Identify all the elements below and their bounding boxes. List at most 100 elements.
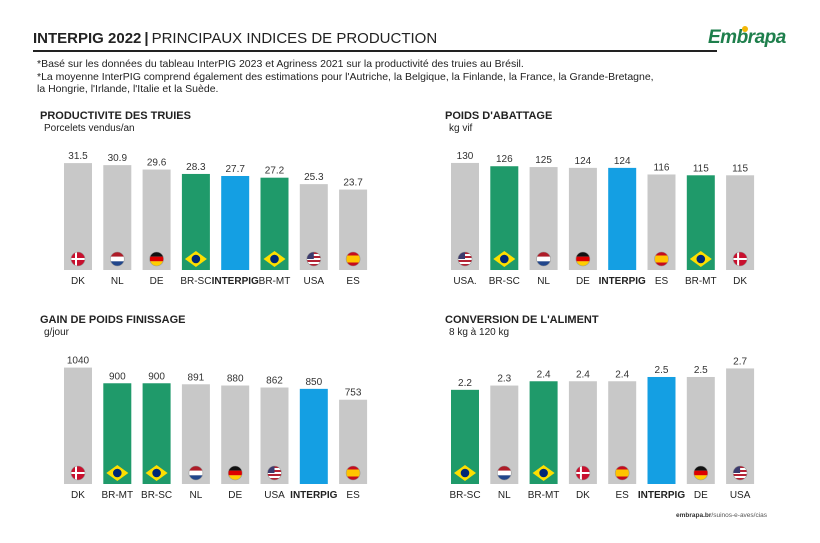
bar-group: 124 DE xyxy=(568,156,597,287)
bar-group: 31.5 DK xyxy=(64,151,92,287)
bar-group: 1040 DK xyxy=(64,356,92,501)
embrapa-logo: Embrapa xyxy=(708,27,786,48)
bar-group: 25.3 USA xyxy=(299,172,328,287)
brazil-flag-icon xyxy=(532,465,555,481)
bar-group: 27.7 INTERPIG xyxy=(212,164,259,287)
category-label: NL xyxy=(498,490,511,501)
value-label: 2.5 xyxy=(694,365,708,376)
value-label: 2.4 xyxy=(576,369,590,380)
value-label: 30.9 xyxy=(108,153,128,164)
bar-chart-svg: 1040 DK 900 BR-MT 900 BR-SC 891 NL 880 DE 862 USA 85… xyxy=(64,356,368,501)
value-label: 23.7 xyxy=(343,178,363,189)
nl-flag-icon xyxy=(109,251,125,267)
brazil-flag-icon xyxy=(263,251,286,267)
bar-group: 27.2 BR-MT xyxy=(259,166,291,287)
bar-group: 900 BR-SC xyxy=(141,371,172,501)
value-label: 2.7 xyxy=(733,356,747,367)
chart-title: POIDS D'ABATTAGE xyxy=(445,110,553,122)
value-label: 25.3 xyxy=(304,172,324,183)
category-label: NL xyxy=(190,490,203,501)
value-label: 891 xyxy=(188,372,205,383)
value-label: 850 xyxy=(305,377,322,388)
category-label: INTERPIG xyxy=(212,276,259,287)
chart-title: GAIN DE POIDS FINISSAGE xyxy=(40,314,186,326)
note-line: la Hongrie, l'Irlande, l'Italie et la Su… xyxy=(37,83,219,95)
bar-group: 2.5 INTERPIG xyxy=(638,365,685,501)
category-label: BR-MT xyxy=(101,490,133,501)
value-label: 862 xyxy=(266,376,283,387)
chart-title: CONVERSION DE L'ALIMENT xyxy=(445,314,599,326)
us-flag-icon xyxy=(457,251,473,267)
value-label: 1040 xyxy=(67,356,90,367)
category-label: DK xyxy=(71,276,85,287)
bar-group: 124 INTERPIG xyxy=(599,156,646,287)
value-label: 2.5 xyxy=(655,365,669,376)
bar-group: 115 BR-MT xyxy=(685,163,717,287)
value-label: 29.6 xyxy=(147,158,167,169)
category-label: BR-SC xyxy=(141,490,172,501)
category-label: BR-SC xyxy=(449,490,480,501)
chart-subtitle: kg vif xyxy=(449,123,473,134)
value-label: 115 xyxy=(732,163,748,174)
value-label: 130 xyxy=(457,151,474,162)
brazil-flag-icon xyxy=(106,465,129,481)
title-main: INTERPIG 2022 xyxy=(33,30,142,47)
category-label: BR-SC xyxy=(489,276,520,287)
value-label: 900 xyxy=(109,371,126,382)
dk-flag-icon xyxy=(70,465,86,481)
bar-group: 850 INTERPIG xyxy=(290,377,337,501)
value-label: 27.2 xyxy=(265,166,285,177)
value-label: 2.3 xyxy=(497,374,511,385)
chart-subtitle: 8 kg à 120 kg xyxy=(449,327,510,338)
category-label: DE xyxy=(576,276,590,287)
bar-group: 116 ES xyxy=(647,162,676,287)
category-label: BR-MT xyxy=(528,490,560,501)
category-label: DK xyxy=(71,490,85,501)
value-label: 880 xyxy=(227,374,244,385)
de-flag-icon xyxy=(693,465,709,481)
note-line: *La moyenne InterPIG comprend également … xyxy=(37,70,654,83)
bar xyxy=(299,388,328,484)
category-label: USA xyxy=(730,490,751,501)
bar-group: 29.6 DE xyxy=(142,158,171,287)
footer-path: /suinos-e-aves/cias xyxy=(711,512,768,519)
value-label: 2.2 xyxy=(458,378,472,389)
bar-chart-svg: 31.5DK30.9NL29.6DE28.3BR-SC27.7INTERPIG2… xyxy=(64,151,368,287)
value-label: 31.5 xyxy=(68,151,88,162)
us-flag-icon xyxy=(306,251,322,267)
footer-domain: embrapa.br xyxy=(676,512,712,519)
es-flag-icon xyxy=(614,465,630,481)
nl-flag-icon xyxy=(536,251,551,267)
category-label: DK xyxy=(576,490,590,501)
bar xyxy=(726,368,755,484)
bar-group: 30.9 NL xyxy=(103,153,132,287)
value-label: 27.7 xyxy=(225,164,245,175)
bar-group: 115 DK xyxy=(726,163,755,287)
bar-group: 2.4 BR-MT xyxy=(528,369,560,501)
us-flag-icon xyxy=(732,465,748,481)
category-label: ES xyxy=(346,276,360,287)
es-flag-icon xyxy=(345,251,361,267)
bar-group: 862 USA xyxy=(260,376,289,501)
note-line: *Basé sur les données du tableau InterPI… xyxy=(37,58,524,70)
bar-group: 2.7 USA xyxy=(726,356,755,501)
chart-title: PRODUCTIVITE DES TRUIES xyxy=(40,110,191,122)
value-label: 28.3 xyxy=(186,162,206,173)
notes: *Basé sur les données du tableau InterPI… xyxy=(37,58,767,96)
brazil-flag-icon xyxy=(184,251,207,267)
bar-group: 2.2 BR-SC xyxy=(449,378,480,501)
category-label: DE xyxy=(150,276,164,287)
value-label: 124 xyxy=(614,156,631,167)
value-label: 126 xyxy=(496,154,513,165)
dk-flag-icon xyxy=(575,465,591,481)
us-flag-icon xyxy=(267,465,282,481)
brazil-flag-icon xyxy=(493,251,516,267)
bar-group: 891 NL xyxy=(181,372,210,501)
bar xyxy=(647,376,676,484)
value-label: 125 xyxy=(535,155,552,166)
bar-group: 28.3 BR-SC xyxy=(180,162,211,287)
bar-group: 753 ES xyxy=(339,388,368,501)
bar-group: 900 BR-MT xyxy=(101,371,133,501)
value-label: 2.4 xyxy=(537,369,551,380)
bar xyxy=(221,175,250,270)
